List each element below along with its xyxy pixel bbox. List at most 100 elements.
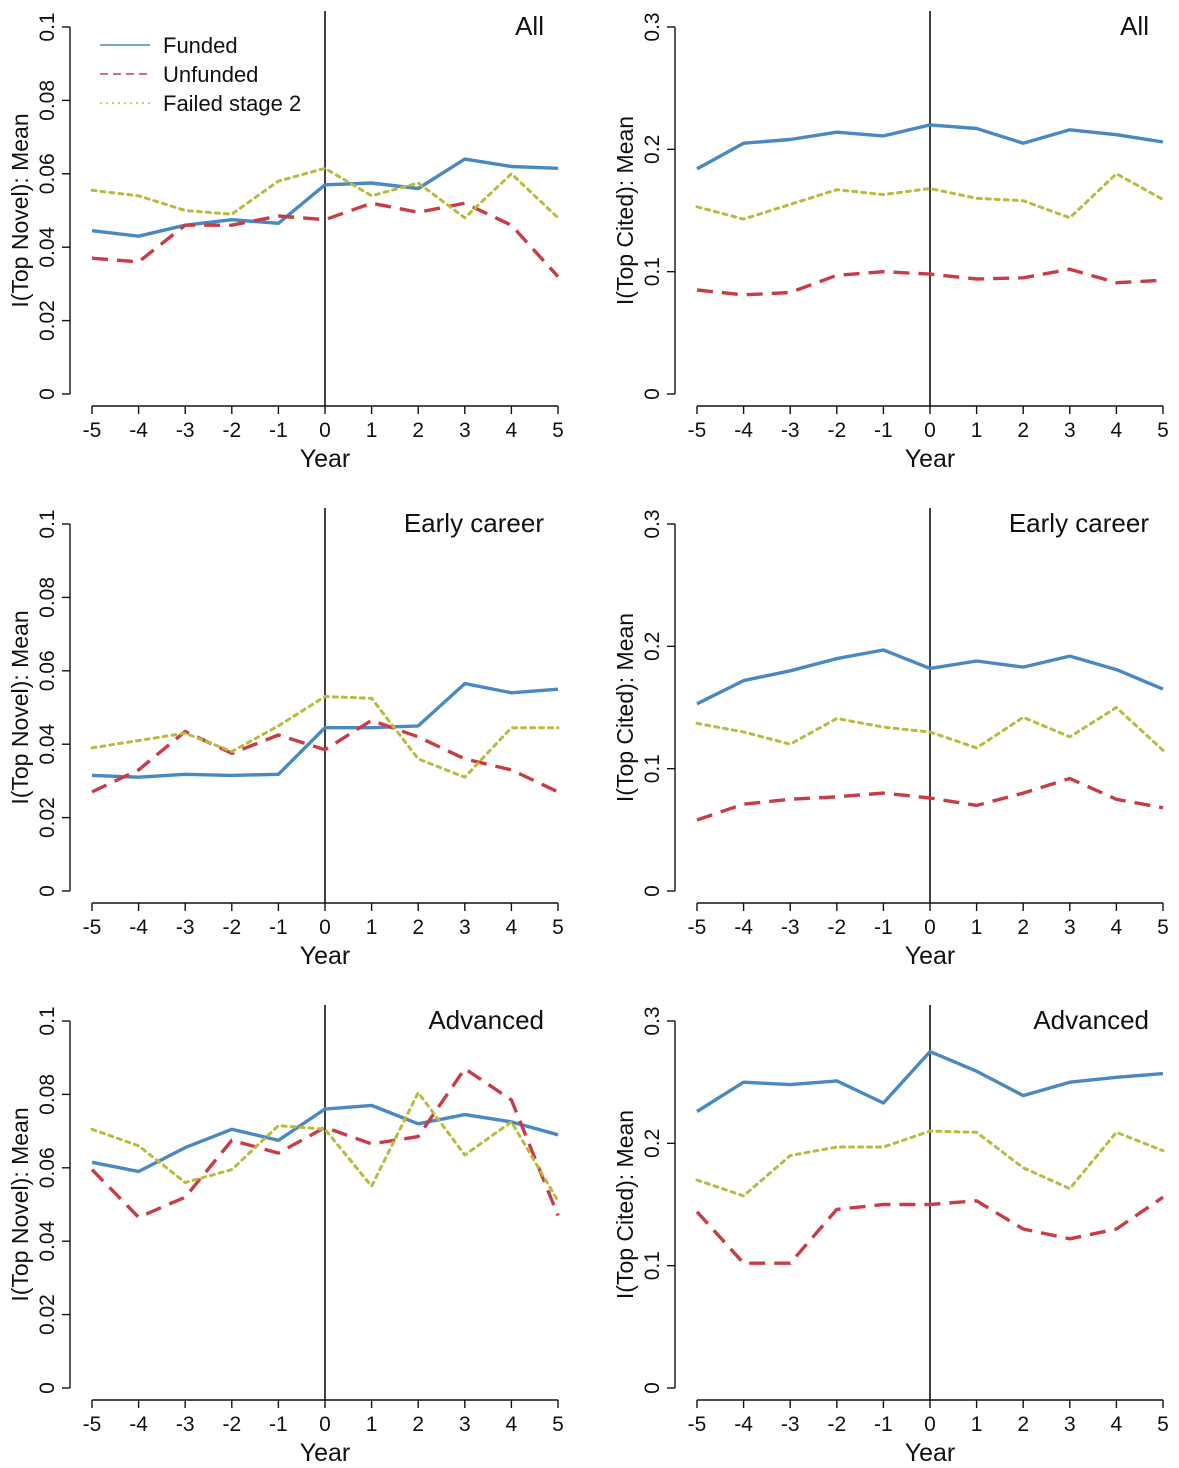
x-tick-label: -5 [688,419,707,442]
panel-title: All [1120,11,1149,41]
x-tick-label: -1 [269,1413,288,1436]
x-tick-label: 5 [552,916,564,939]
panel-3: -5 -4 -3 -2 -1 0 1 2 3 4 5 Year 0 0.02 0.04 0.06 0.08 0.1… [7,508,564,970]
x-tick-label: 0 [924,419,936,442]
series-line-failed-stage-2 [90,695,560,779]
x-tick-label: 5 [552,1413,564,1436]
x-tick-label: 0 [924,916,936,939]
x-tick-label: 5 [1157,916,1169,939]
y-tick-label: 0 [36,885,59,897]
y-tick-label: 0.3 [641,509,664,538]
series-line-failed-stage-2 [695,706,1165,752]
x-tick-label: 0 [319,419,331,442]
series-line-failed-stage-2 [695,1129,1165,1198]
x-axis-title: Year [300,942,351,970]
series-line-unfunded [696,776,1164,822]
series-line-unfunded [696,267,1164,297]
legend-label: Unfunded [163,62,258,87]
x-tick-label: 4 [1111,916,1123,939]
x-tick-label: -5 [688,916,707,939]
x-tick-label: 1 [366,419,378,442]
x-tick-label: 5 [1157,419,1169,442]
series-line-unfunded [695,1195,1164,1265]
x-tick-label: 3 [1064,916,1076,939]
x-tick-label: -4 [129,1413,148,1436]
panel-6: -5 -4 -3 -2 -1 0 1 2 3 4 5 Year 0 0.1 0.2 0.3 I(Top Cite… [612,1005,1169,1467]
y-tick-label: 0.3 [641,1006,664,1035]
x-tick-label: 5 [552,419,564,442]
y-tick-label: 0.08 [36,577,59,618]
series-line-funded [91,157,559,238]
x-tick-label: -3 [781,916,800,939]
y-axis-title: I(Top Cited): Mean [612,613,638,802]
x-tick-label: -4 [734,419,753,442]
x-tick-label: 3 [459,916,471,939]
x-tick-label: 1 [971,916,983,939]
panel-title: Early career [404,508,544,538]
x-tick-label: -2 [222,916,241,939]
x-tick-label: 4 [506,1413,518,1436]
y-tick-label: 0.06 [36,1147,59,1188]
x-axis-title: Year [300,1439,351,1467]
y-tick-label: 0 [641,388,664,400]
y-tick-label: 0.04 [36,723,59,764]
panel-5: -5 -4 -3 -2 -1 0 1 2 3 4 5 Year 0 0.02 0.04 0.06 0.08 0.1… [7,1005,564,1467]
x-tick-label: 2 [412,916,424,939]
panel-1: -5 -4 -3 -2 -1 0 1 2 3 4 5 Year 0 0.02 0.04 0.06 0.08 0.1… [7,11,564,473]
x-axis-title: Year [300,445,351,473]
x-tick-label: 4 [506,419,518,442]
x-tick-label: 1 [366,1413,378,1436]
x-tick-label: -3 [781,1413,800,1436]
y-axis-title: I(Top Novel): Mean [7,1107,33,1301]
x-tick-label: 1 [366,916,378,939]
y-tick-label: 0.02 [36,797,59,838]
x-tick-label: -5 [688,1413,707,1436]
x-tick-label: 3 [1064,1413,1076,1436]
y-tick-label: 0.06 [36,650,59,691]
x-tick-label: -2 [222,419,241,442]
legend-label: Failed stage 2 [163,91,301,116]
series-line-unfunded [91,718,559,794]
panel-2: -5 -4 -3 -2 -1 0 1 2 3 4 5 Year 0 0.1 0.2 0.3 I(Top Cite… [612,11,1169,473]
x-tick-label: -5 [83,916,102,939]
x-tick-label: -5 [83,1413,102,1436]
x-tick-label: 2 [1017,1413,1029,1436]
y-tick-label: 0.06 [36,153,59,194]
x-tick-label: 2 [412,419,424,442]
x-tick-label: -4 [734,1413,753,1436]
series-line-failed-stage-2 [90,1091,560,1203]
x-tick-label: 2 [1017,916,1029,939]
x-tick-label: -1 [269,419,288,442]
x-tick-label: -1 [874,1413,893,1436]
y-tick-label: 0.3 [641,12,664,41]
panel-4: -5 -4 -3 -2 -1 0 1 2 3 4 5 Year 0 0.1 0.2 0.3 I(Top Cite… [612,508,1169,970]
y-tick-label: 0.1 [641,257,664,286]
legend: Funded Unfunded Failed stage 2 [100,33,301,116]
y-tick-label: 0 [36,388,59,400]
series-line-unfunded [91,201,560,278]
x-tick-label: 2 [412,1413,424,1436]
y-axis-title: I(Top Novel): Mean [7,610,33,804]
x-tick-label: 4 [1111,419,1123,442]
y-tick-label: 0 [641,885,664,897]
panel-title: Advanced [428,1005,544,1035]
series-line-funded [696,123,1164,171]
y-tick-label: 0.2 [641,135,664,164]
x-tick-label: -4 [129,916,148,939]
x-tick-label: 0 [924,1413,936,1436]
x-tick-label: 0 [319,916,331,939]
panel-title: Advanced [1033,1005,1149,1035]
y-tick-label: 0.2 [641,632,664,661]
x-tick-label: -1 [269,916,288,939]
x-tick-label: -4 [734,916,753,939]
x-tick-label: -2 [827,1413,846,1436]
y-tick-label: 0.1 [36,509,59,538]
y-tick-label: 0.08 [36,80,59,121]
series-line-funded [91,1103,559,1174]
panel-title: Early career [1009,508,1149,538]
y-tick-label: 0.1 [36,12,59,41]
x-tick-label: 4 [506,916,518,939]
x-tick-label: 0 [319,1413,331,1436]
series-line-failed-stage-2 [90,166,560,220]
